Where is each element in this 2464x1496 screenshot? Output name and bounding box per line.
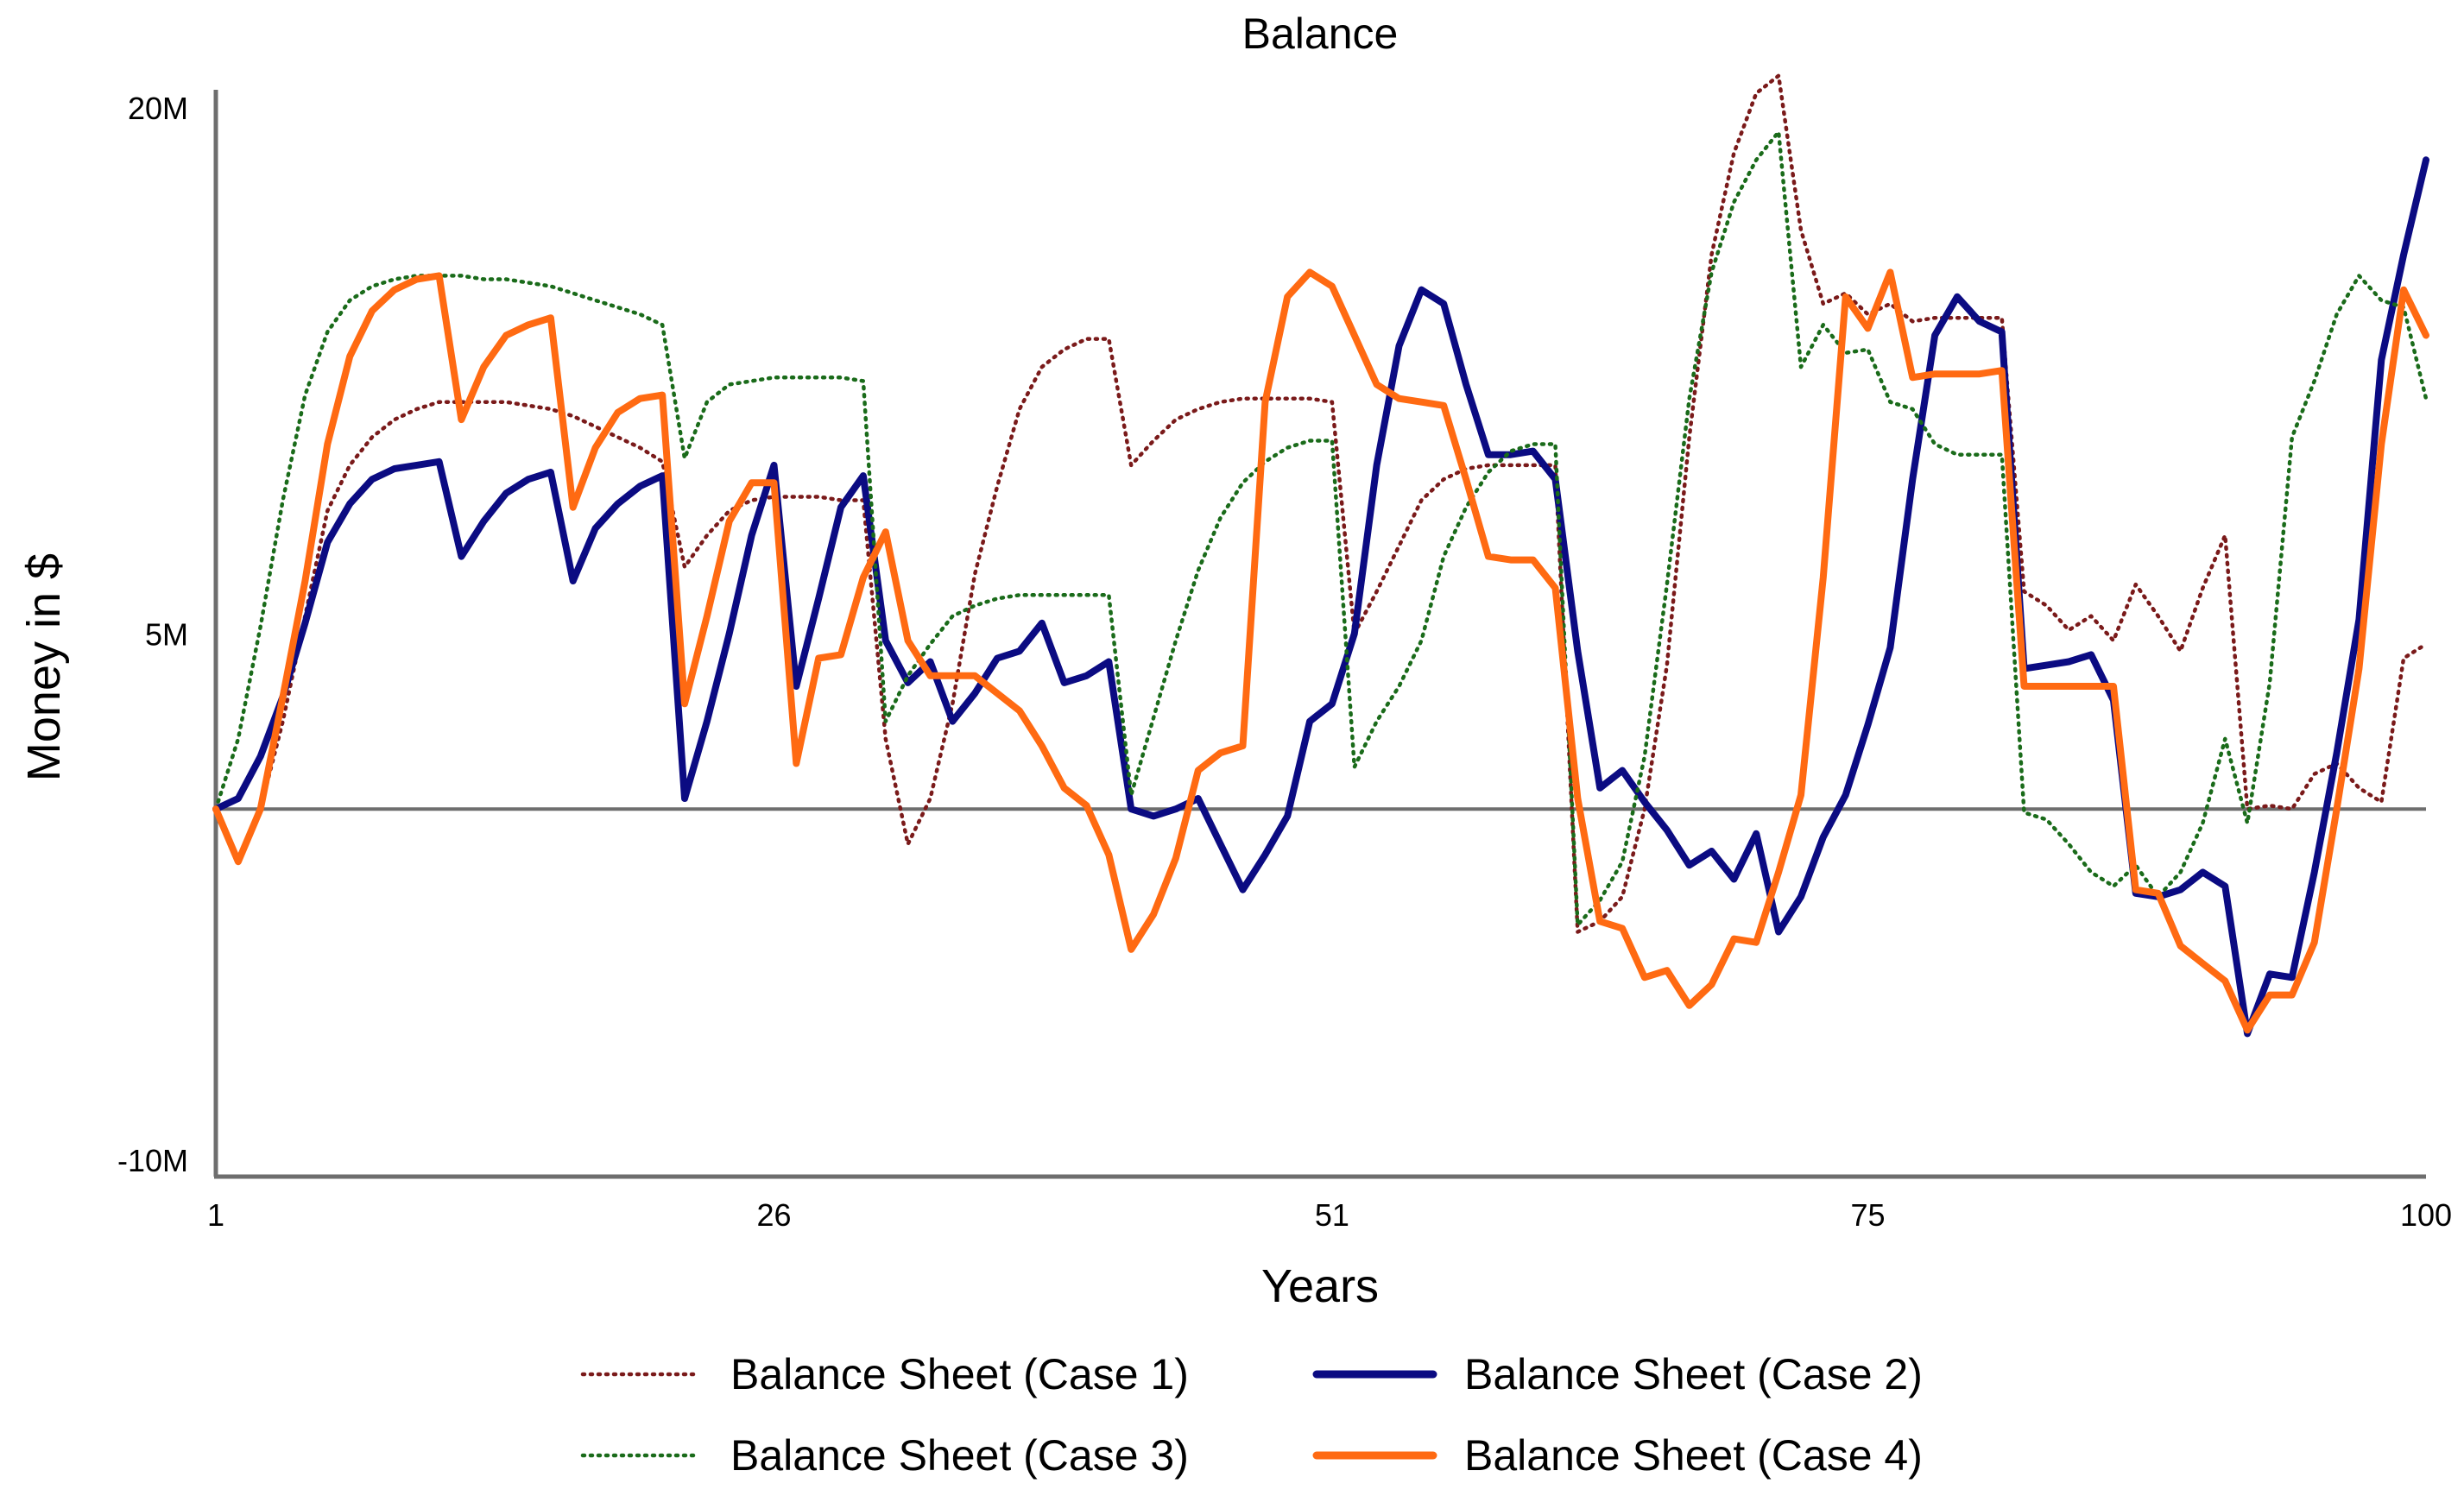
legend: Balance Sheet (Case 1) Balance Sheet (Cas… (580, 1350, 1923, 1480)
series-line-case-3 (213, 129, 2429, 927)
x-tick-label: 75 (1851, 1197, 1886, 1233)
series-line-case-4 (212, 268, 2429, 1034)
axes: 20M 5M -10M 1 26 51 75 100 (117, 90, 2452, 1233)
x-tick-label: 51 (1315, 1197, 1349, 1233)
y-tick-label: -10M (117, 1143, 188, 1178)
y-tick-label: 20M (128, 91, 188, 126)
x-axis-label: Years (1261, 1260, 1379, 1312)
series-line-case-2 (212, 156, 2429, 1038)
legend-label-case-1: Balance Sheet (Case 1) (730, 1350, 1189, 1398)
legend-label-case-3: Balance Sheet (Case 3) (730, 1431, 1189, 1480)
y-tick-label: 5M (145, 617, 188, 653)
x-tick-label: 1 (207, 1197, 224, 1233)
series-line-case-1 (213, 73, 2429, 934)
legend-label-case-4: Balance Sheet (Case 4) (1464, 1431, 1923, 1480)
x-tick-label: 100 (2400, 1197, 2452, 1233)
plot-area (212, 73, 2429, 1038)
chart-title: Balance (1242, 9, 1399, 58)
legend-label-case-2: Balance Sheet (Case 2) (1464, 1350, 1923, 1398)
x-tick-label: 26 (756, 1197, 791, 1233)
y-axis-label: Money in $ (18, 553, 70, 781)
